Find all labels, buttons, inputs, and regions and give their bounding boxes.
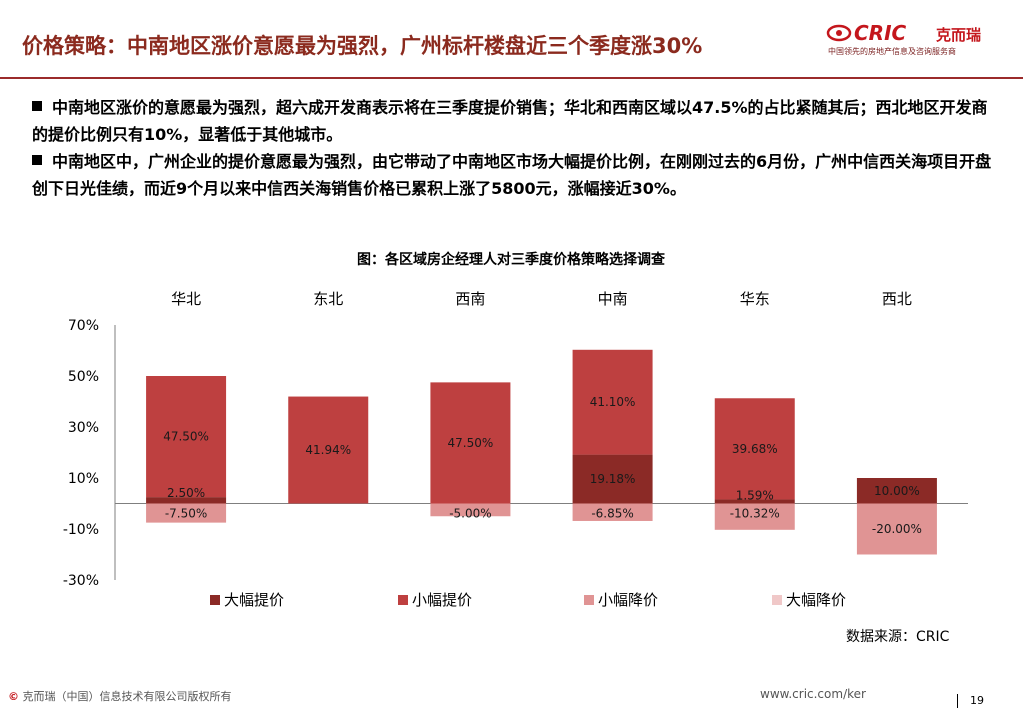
bullet-item: 中南地区中，广州企业的提价意愿最为强烈，由它带动了中南地区市场大幅提价比例，在刚… [32, 148, 992, 202]
legend: 大幅提价 小幅提价 小幅降价 大幅降价 [210, 591, 846, 609]
y-tick-label: 50% [68, 369, 99, 385]
category-labels: 华北 东北 西南 中南 华东 西北 [171, 290, 912, 308]
bar-segment [856, 503, 937, 555]
legend-label: 小幅降价 [598, 591, 658, 609]
data-label: -6.85% [591, 507, 633, 521]
page-number: 19 [970, 694, 984, 707]
data-label: 39.68% [732, 442, 778, 456]
y-tick-label: -10% [63, 522, 99, 538]
bar-segment [430, 503, 511, 517]
copyright-text: 克而瑞（中国）信息技术有限公司版权所有 [22, 690, 232, 703]
data-label: 19.18% [590, 472, 636, 486]
title-divider [0, 77, 1023, 79]
bar-segment [430, 382, 511, 504]
bar-segment [572, 454, 653, 504]
data-source: 数据来源：CRIC [846, 629, 950, 645]
square-bullet-icon [32, 101, 42, 111]
square-bullet-icon [32, 155, 42, 165]
bar-segment [714, 398, 795, 500]
category-label: 华东 [740, 290, 770, 308]
stacked-bar-chart: 图：各区域房企经理人对三季度价格策略选择调查 华北 东北 西南 中南 华东 西北 70% 5… [63, 251, 968, 609]
y-tick-label: -30% [63, 573, 99, 589]
bullet-text: 中南地区涨价的意愿最为强烈，超六成开发商表示将在三季度提价销售；华北和西南区域以… [32, 98, 988, 144]
y-axis: 70% 50% 30% 10% -10% -30% [63, 318, 968, 589]
data-label: 2.50% [167, 486, 205, 500]
legend-label: 小幅提价 [412, 591, 472, 609]
footer-copyright: © 克而瑞（中国）信息技术有限公司版权所有 [8, 688, 232, 704]
footer-url[interactable]: www.cric.com/ker [760, 687, 866, 701]
category-label: 华北 [171, 290, 201, 308]
category-label: 西南 [455, 290, 485, 308]
legend-swatch [398, 595, 408, 605]
category-label: 东北 [313, 290, 343, 308]
data-label: 47.50% [163, 430, 209, 444]
data-label: -10.32% [730, 507, 780, 521]
bullet-text: 中南地区中，广州企业的提价意愿最为强烈，由它带动了中南地区市场大幅提价比例，在刚… [32, 152, 992, 198]
bar-segment [714, 503, 795, 530]
logo-slogan: 中国领先的房地产信息及咨询服务商 [828, 47, 956, 56]
legend-label: 大幅提价 [224, 591, 284, 609]
logo-cn: 克而瑞 [936, 26, 982, 44]
bar-segment [714, 499, 795, 504]
data-label: 41.10% [590, 395, 636, 409]
bar-segment [146, 503, 227, 523]
chart-title: 图：各区域房企经理人对三季度价格策略选择调查 [357, 251, 666, 268]
bullet-item: 中南地区涨价的意愿最为强烈，超六成开发商表示将在三季度提价销售；华北和西南区域以… [32, 94, 992, 148]
bar-segment [288, 396, 369, 504]
data-label: 10.00% [874, 484, 920, 498]
legend-swatch [772, 595, 782, 605]
y-tick-label: 70% [68, 318, 99, 334]
data-label: 1.59% [736, 488, 774, 502]
data-label: 47.50% [448, 436, 494, 450]
bar-segment [572, 503, 653, 521]
bar-segment [146, 376, 227, 498]
bar-segment [572, 349, 653, 455]
eye-logo-icon [826, 24, 852, 42]
cric-logo: CRIC 克而瑞 中国领先的房地产信息及咨询服务商 [826, 21, 1006, 60]
page-title: 价格策略：中南地区涨价意愿最为强烈，广州标杆楼盘近三个季度涨30% [22, 34, 703, 58]
logo-text: CRIC [854, 21, 907, 45]
bar-segment [856, 478, 937, 504]
data-label: -5.00% [449, 507, 491, 521]
legend-label: 大幅降价 [786, 591, 846, 609]
y-tick-label: 10% [68, 471, 99, 487]
legend-swatch [584, 595, 594, 605]
bar-segment [146, 497, 227, 504]
footer-divider [957, 694, 958, 708]
copyright-symbol: © [8, 690, 19, 703]
data-label: -20.00% [872, 522, 922, 536]
legend-swatch [210, 595, 220, 605]
data-label: -7.50% [165, 507, 207, 521]
category-label: 西北 [882, 290, 912, 308]
bullet-list: 中南地区涨价的意愿最为强烈，超六成开发商表示将在三季度提价销售；华北和西南区域以… [32, 94, 992, 202]
bars: 2.50% 47.50% -7.50% 41.94% 47.50% -5.00% 19.18… [146, 349, 937, 555]
data-label: 41.94% [305, 443, 351, 457]
y-tick-label: 30% [68, 420, 99, 436]
category-label: 中南 [598, 290, 628, 308]
